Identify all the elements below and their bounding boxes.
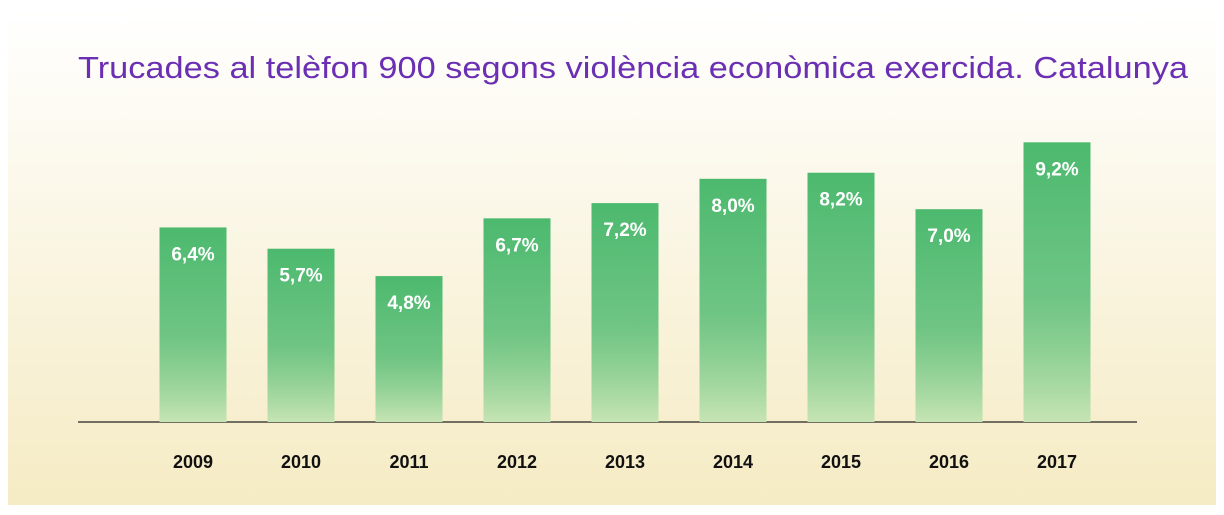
bar (1023, 142, 1091, 422)
bar (159, 227, 227, 422)
value-label: 4,8% (387, 293, 430, 314)
x-tick-label: 2009 (173, 452, 213, 472)
chart-title: Trucades al telèfon 900 segons violència… (78, 50, 1189, 85)
x-tick-label: 2012 (497, 452, 537, 472)
bar (699, 178, 767, 422)
value-label: 8,0% (711, 196, 754, 217)
bar (375, 276, 443, 422)
bar (807, 172, 875, 422)
x-tick-label: 2010 (281, 452, 321, 472)
value-label: 9,2% (1035, 159, 1078, 180)
x-tick-label: 2015 (821, 452, 861, 472)
value-label: 6,7% (495, 235, 538, 256)
value-label: 7,0% (927, 226, 970, 247)
bar (267, 248, 335, 422)
value-label: 8,2% (819, 190, 862, 211)
value-label: 7,2% (603, 220, 646, 241)
value-label: 5,7% (279, 266, 322, 287)
value-label: 6,4% (171, 244, 214, 265)
bar (591, 203, 659, 422)
x-tick-label: 2011 (389, 452, 428, 472)
bar (483, 218, 551, 422)
x-tick-label: 2017 (1037, 452, 1077, 472)
x-tick-label: 2013 (605, 452, 645, 472)
x-tick-label: 2016 (929, 452, 969, 472)
x-tick-label: 2014 (713, 452, 753, 472)
bar (915, 209, 983, 422)
